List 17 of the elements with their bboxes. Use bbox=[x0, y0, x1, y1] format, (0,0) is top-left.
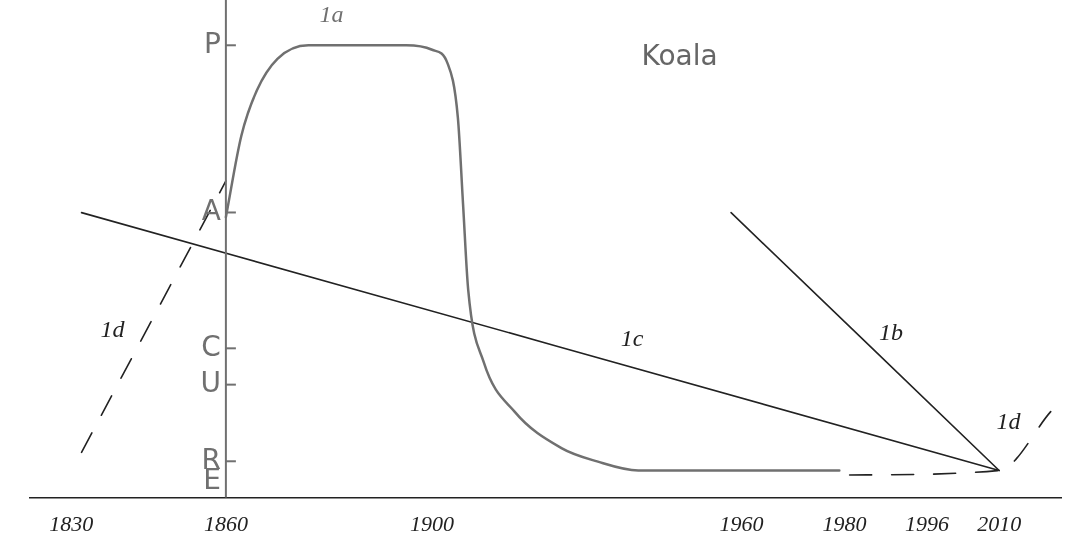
series-label: 1b bbox=[879, 318, 904, 345]
annotation: A bbox=[201, 193, 221, 227]
text: 1d bbox=[100, 315, 125, 342]
x-tick-label: 1830 bbox=[49, 510, 94, 536]
chart-title: Koala bbox=[641, 39, 718, 73]
annotation: U bbox=[200, 365, 221, 399]
x-tick-label: 1996 bbox=[904, 510, 949, 536]
series-label: 1d bbox=[996, 408, 1022, 435]
series-label: 1a bbox=[319, 0, 344, 27]
annotation: P bbox=[204, 26, 221, 60]
annotation: C bbox=[201, 329, 221, 363]
series-label: 1c bbox=[620, 324, 644, 351]
x-tick-label: 1980 bbox=[822, 510, 867, 536]
x-tick-label: 1960 bbox=[719, 510, 764, 536]
x-tick-label: 2010 bbox=[977, 510, 1022, 536]
x-tick-label: 1860 bbox=[203, 510, 248, 536]
x-tick-label: 1900 bbox=[410, 510, 455, 536]
